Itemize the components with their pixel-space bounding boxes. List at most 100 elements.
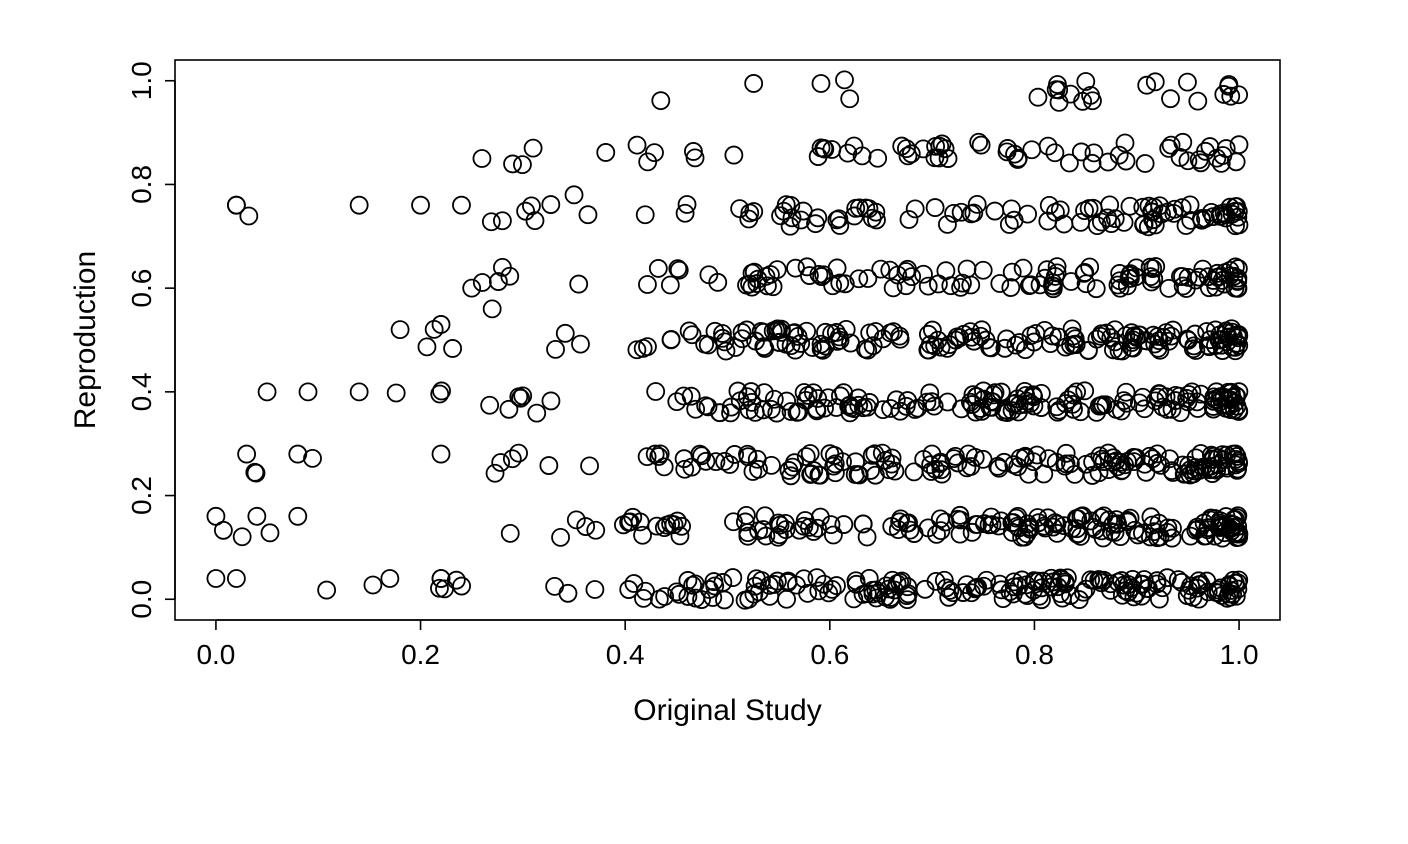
data-point [351, 197, 368, 214]
data-point [207, 508, 224, 525]
x-tick-label: 1.0 [1220, 639, 1259, 670]
data-point [1162, 90, 1179, 107]
data-point [444, 340, 461, 357]
data-point [663, 331, 680, 348]
data-point [546, 578, 563, 595]
data-point [487, 465, 504, 482]
data-point [388, 384, 405, 401]
data-point [540, 457, 557, 474]
data-point [1046, 144, 1063, 161]
data-point [473, 150, 490, 167]
scatter-chart: 0.00.20.40.60.81.00.00.20.40.60.81.0Orig… [0, 0, 1408, 844]
data-point [622, 513, 639, 530]
data-point [566, 186, 583, 203]
data-point [926, 149, 943, 166]
data-point [869, 150, 886, 167]
data-point [433, 446, 450, 463]
data-point [453, 197, 470, 214]
data-point [1029, 89, 1046, 106]
data-point [494, 212, 511, 229]
data-point [502, 525, 519, 542]
data-point [1006, 212, 1023, 229]
data-point [248, 508, 265, 525]
data-point [412, 197, 429, 214]
data-point [474, 274, 491, 291]
data-point [639, 276, 656, 293]
data-point [761, 588, 778, 605]
x-tick-label: 0.2 [401, 639, 440, 670]
data-point [1174, 134, 1191, 151]
data-point [1001, 216, 1018, 233]
data-point [207, 570, 224, 587]
y-tick-label: 0.2 [126, 476, 157, 515]
data-point [906, 463, 923, 480]
y-tick-label: 1.0 [126, 61, 157, 100]
data-point [289, 446, 306, 463]
data-point [724, 569, 741, 586]
data-point [629, 137, 646, 154]
y-tick-label: 0.4 [126, 372, 157, 411]
data-point [570, 276, 587, 293]
data-point [238, 446, 255, 463]
data-point [542, 196, 559, 213]
data-point [463, 280, 480, 297]
data-point [418, 338, 435, 355]
data-point [825, 526, 842, 543]
data-point [351, 383, 368, 400]
data-point [920, 278, 937, 295]
data-point [557, 325, 574, 342]
data-point [795, 570, 812, 587]
data-point [836, 71, 853, 88]
data-point [812, 75, 829, 92]
data-point [259, 383, 276, 400]
data-point [300, 383, 317, 400]
data-point [248, 465, 265, 482]
data-point [1019, 206, 1036, 223]
y-tick-label: 0.0 [126, 580, 157, 619]
data-point [841, 90, 858, 107]
data-point [647, 383, 664, 400]
data-point [927, 199, 944, 216]
data-point [234, 528, 251, 545]
data-point [381, 570, 398, 587]
scatter-points [207, 71, 1247, 608]
data-point [586, 581, 603, 598]
data-point [991, 275, 1008, 292]
data-point [829, 259, 846, 276]
data-point [579, 206, 596, 223]
data-point [986, 203, 1003, 220]
data-point [637, 206, 654, 223]
data-point [915, 266, 932, 283]
data-point [681, 322, 698, 339]
data-point [318, 582, 335, 599]
data-point [745, 75, 762, 92]
data-point [1193, 210, 1210, 227]
data-point [867, 467, 884, 484]
x-tick-label: 0.4 [606, 639, 645, 670]
data-point [525, 140, 542, 157]
data-point [581, 457, 598, 474]
x-tick-label: 0.0 [196, 639, 235, 670]
data-point [547, 341, 564, 358]
x-tick-label: 0.8 [1015, 639, 1054, 670]
data-point [1002, 279, 1019, 296]
data-point [725, 147, 742, 164]
data-point [597, 144, 614, 161]
x-tick-label: 0.6 [810, 639, 849, 670]
data-point [484, 300, 501, 317]
data-point [1061, 154, 1078, 171]
data-point [1085, 144, 1102, 161]
data-point [572, 336, 589, 353]
y-axis-label: Reproduction [69, 251, 102, 429]
data-point [552, 529, 569, 546]
data-point [528, 405, 545, 422]
data-point [975, 262, 992, 279]
data-point [1137, 155, 1154, 172]
data-point [650, 260, 667, 277]
data-point [1003, 200, 1020, 217]
data-point [289, 508, 306, 525]
y-tick-label: 0.8 [126, 165, 157, 204]
chart-svg: 0.00.20.40.60.81.00.00.20.40.60.81.0Orig… [0, 0, 1408, 844]
data-point [1179, 74, 1196, 91]
data-point [542, 392, 559, 409]
